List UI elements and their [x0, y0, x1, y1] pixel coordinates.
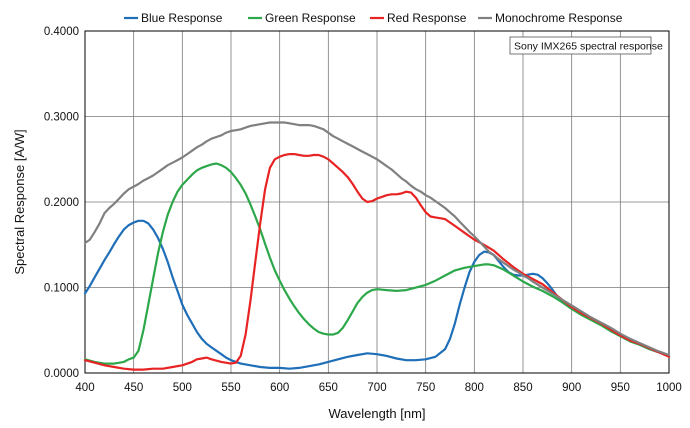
y-axis-title: Spectral Response [A/W] — [12, 129, 27, 274]
monochrome-response-line — [83, 121, 671, 357]
blue-response-legend-label: Blue Response — [141, 11, 223, 25]
plot-area-frame — [84, 30, 670, 374]
x-tick-label: 500 — [173, 382, 192, 394]
x-tick-label: 950 — [611, 382, 630, 394]
tick-labels: 400 450 500 550 600 650 700 750 800 850 900 950 1000… — [44, 26, 682, 394]
x-tick-label: 600 — [270, 382, 289, 394]
y-tick-label: 0.0000 — [44, 368, 79, 380]
legend: Blue Response Green Response Red Response M… — [124, 11, 623, 25]
x-tick-label: 900 — [562, 382, 581, 394]
x-tick-label: 450 — [124, 382, 143, 394]
x-axis-title: Wavelength [nm] — [328, 406, 425, 421]
blue-response-line — [83, 219, 671, 370]
x-tick-label: 1000 — [656, 382, 682, 394]
x-tick-label: 750 — [416, 382, 435, 394]
y-tick-label: 0.1000 — [44, 283, 79, 295]
annotation-box: Sony IMX265 spectral response — [509, 36, 663, 55]
red-response-line — [83, 153, 671, 371]
y-tick-label: 0.4000 — [44, 26, 79, 38]
x-tick-label: 650 — [319, 382, 338, 394]
monochrome-response-legend-label: Monochrome Response — [495, 11, 623, 25]
annotation-border — [509, 36, 652, 55]
x-tick-label: 400 — [75, 382, 94, 394]
y-tick-label: 0.3000 — [44, 112, 79, 124]
annotation-text: Sony IMX265 spectral response — [514, 41, 663, 53]
y-tick-label: 0.2000 — [44, 197, 79, 209]
green-response-legend-label: Green Response — [265, 11, 356, 25]
x-tick-label: 700 — [367, 382, 386, 394]
red-response-legend-label: Red Response — [387, 11, 467, 25]
x-tick-label: 550 — [221, 382, 240, 394]
x-tick-label: 800 — [465, 382, 484, 394]
x-tick-label: 850 — [513, 382, 532, 394]
green-response-line — [83, 162, 671, 365]
series-lines — [83, 121, 671, 371]
